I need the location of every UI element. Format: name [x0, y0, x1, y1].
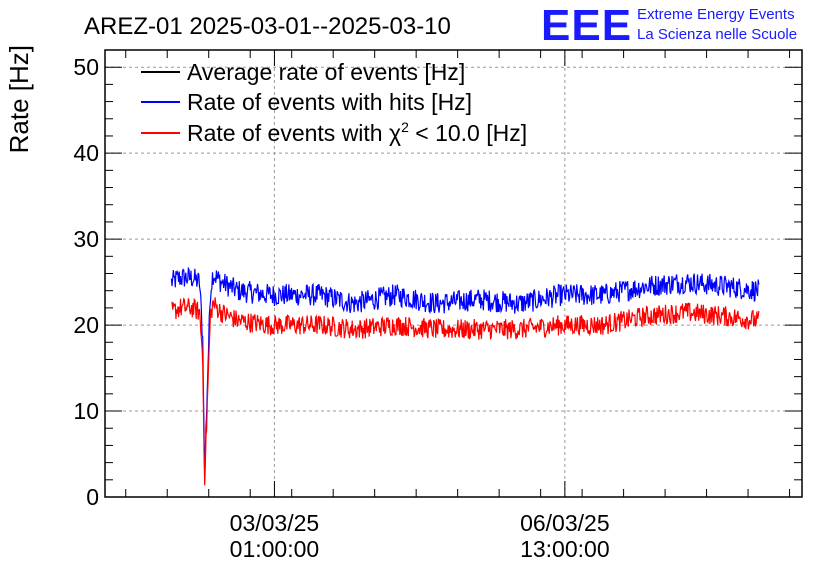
- x-tick-label-date: 03/03/25: [230, 510, 320, 536]
- plot-frame: [104, 49, 803, 498]
- legend-label-hits: Rate of events with hits [Hz]: [187, 89, 472, 115]
- y-tick-label: 40: [73, 140, 99, 166]
- series-line-chi2: [171, 297, 760, 486]
- legend-label-chi2: Rate of events with χ2 < 10.0 [Hz]: [187, 119, 527, 146]
- legend: Average rate of events [Hz] Rate of even…: [141, 59, 527, 146]
- x-tick-label-time: 13:00:00: [520, 536, 610, 562]
- x-tick-label-time: 01:00:00: [230, 536, 320, 562]
- y-tick-label: 50: [73, 54, 99, 80]
- y-tick-label: 10: [73, 398, 99, 424]
- y-tick-label: 30: [73, 226, 99, 252]
- series-layer: [170, 266, 760, 486]
- y-axis: 0 10 20 30 40 50: [73, 49, 802, 510]
- legend-label-chi2-suffix: < 10.0 [Hz]: [409, 120, 527, 146]
- eee-logo-line1: Extreme Energy Events: [637, 6, 795, 23]
- legend-label-chi2-sup: 2: [401, 119, 409, 135]
- series-line-hits: [170, 266, 760, 477]
- legend-label-average: Average rate of events [Hz]: [187, 59, 465, 85]
- legend-label-chi2-symbol: χ: [389, 120, 401, 146]
- grid-lines: [105, 50, 802, 497]
- chart-title: AREZ-01 2025-03-01--2025-03-10: [84, 13, 451, 40]
- eee-logo: EEE Extreme Energy Events La Scienza nel…: [541, 1, 797, 50]
- eee-logo-line2: La Scienza nelle Scuole: [637, 26, 797, 43]
- eee-logo-letters: EEE: [541, 1, 632, 50]
- y-axis-label: Rate [Hz]: [4, 45, 34, 153]
- y-tick-label: 0: [86, 484, 99, 510]
- legend-label-chi2-prefix: Rate of events with: [187, 120, 389, 146]
- x-tick-label-date: 06/03/25: [520, 510, 610, 536]
- y-tick-label: 20: [73, 312, 99, 338]
- plot-border: [104, 49, 803, 498]
